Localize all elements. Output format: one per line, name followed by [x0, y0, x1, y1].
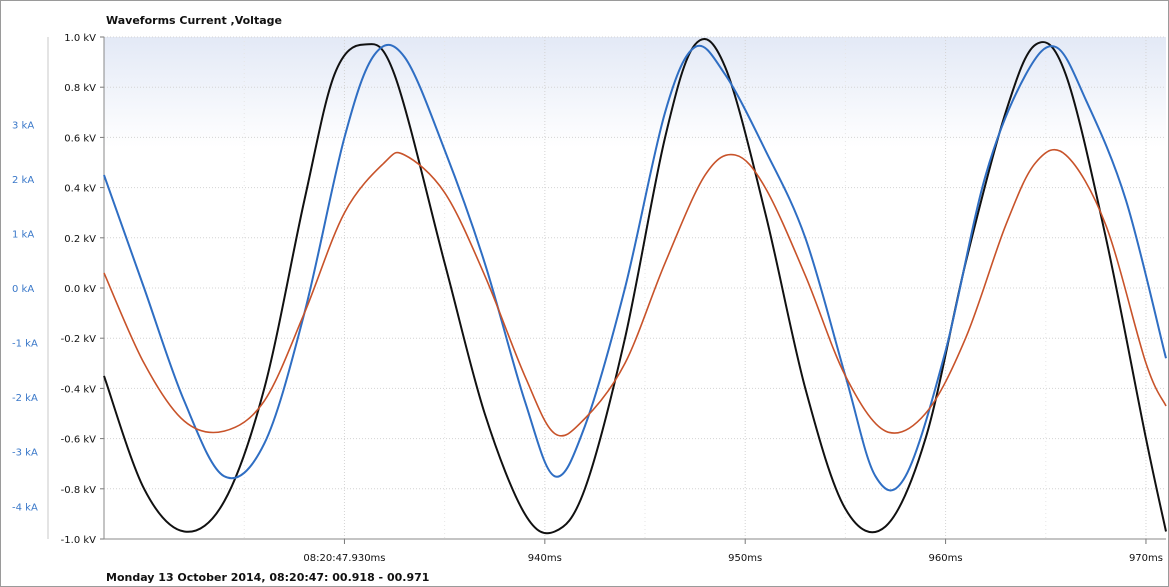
voltage-tick-label: 0.6 kV — [64, 133, 96, 144]
current-tick-label: -4 kA — [12, 502, 38, 513]
voltage-tick-label: -0.2 kV — [61, 334, 96, 345]
chart-title: Waveforms Current ,Voltage — [106, 14, 282, 27]
x-tick-label: 08:20:47.930ms — [303, 553, 385, 564]
current-tick-label: -2 kA — [12, 393, 38, 404]
voltage-tick-label: 1.0 kV — [64, 33, 96, 44]
current-tick-label: -3 kA — [12, 448, 38, 459]
current-tick-label: 3 kA — [12, 120, 34, 131]
voltage-tick-label: -0.8 kV — [61, 485, 96, 496]
current-tick-label: 1 kA — [12, 229, 34, 240]
current-tick-label: 2 kA — [12, 175, 34, 186]
waveform-black — [103, 38, 1167, 535]
x-tick-label: 960ms — [929, 553, 963, 564]
voltage-tick-label: -0.6 kV — [61, 435, 96, 446]
waveform-orange — [103, 148, 1167, 437]
voltage-tick-label: 0.0 kV — [64, 284, 96, 295]
x-tick-label: 950ms — [728, 553, 762, 564]
voltage-tick-label: -1.0 kV — [61, 535, 96, 546]
current-tick-label: -1 kA — [12, 339, 38, 350]
voltage-tick-label: 0.2 kV — [64, 234, 96, 245]
chart-footer-date-range: Monday 13 October 2014, 08:20:47: 00.918… — [106, 571, 430, 584]
voltage-tick-label: -0.4 kV — [61, 384, 96, 395]
voltage-tick-label: 0.8 kV — [64, 83, 96, 94]
x-tick-label: 940ms — [528, 553, 562, 564]
current-tick-label: 0 kA — [12, 284, 34, 295]
voltage-tick-label: 0.4 kV — [64, 184, 96, 195]
x-tick-label: 970ms — [1129, 553, 1163, 564]
